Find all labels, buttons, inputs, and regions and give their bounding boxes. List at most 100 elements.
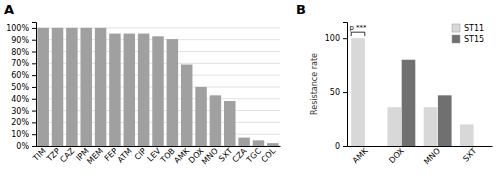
tick: CZA (231, 146, 249, 164)
bar (387, 107, 401, 146)
tick: 100 (325, 34, 347, 43)
tick-label: 20% (11, 118, 29, 127)
grid (36, 28, 280, 146)
title: A (4, 2, 14, 17)
tick-label: 50 (330, 88, 340, 97)
legend: ST11 ST15 (452, 24, 484, 44)
bar (181, 65, 192, 146)
tick: 70% (11, 59, 36, 68)
tick: 50 (330, 88, 347, 97)
x-axis: TIMTZPCAZIPMMEMFEPATMCIPLEVTOBAMKDOXMNOS… (31, 146, 281, 166)
tick-label: DOX (387, 146, 406, 165)
tick-label: 0 (335, 142, 340, 151)
bar (460, 124, 474, 146)
tick-mark (343, 38, 347, 39)
tick-label: CZA (231, 146, 249, 164)
tick-mark (32, 75, 36, 76)
tick: 10% (11, 130, 36, 139)
axis-line (32, 23, 37, 147)
tick: CIP (133, 146, 149, 162)
axis-line (343, 23, 348, 147)
tick-label: 30% (11, 107, 29, 116)
tick-label: AMK (351, 146, 370, 165)
annotation: p *** (349, 24, 367, 32)
legend-swatch (452, 24, 460, 32)
series (402, 60, 452, 146)
tick-mark (32, 87, 36, 88)
tick: 0 (335, 142, 347, 151)
tick-label: 100 (325, 34, 340, 43)
tick-label: CAZ (58, 146, 76, 164)
bar (365, 146, 379, 147)
tick: ATM (116, 146, 134, 164)
tick: TIM (31, 146, 48, 163)
bar (210, 95, 221, 146)
y-axis: 0%10%20%30%40%50%60%70%80%90%100% (6, 23, 36, 152)
tick-label: TIM (31, 146, 48, 163)
tick-mark (32, 134, 36, 135)
bar (138, 34, 149, 146)
tick: 90% (11, 36, 36, 45)
tick-mark (343, 92, 347, 93)
tick-label: 70% (11, 59, 29, 68)
legend-label: ST15 (464, 35, 484, 44)
tick: 100% (6, 24, 36, 33)
tick-mark (32, 52, 36, 53)
tick: TZP (44, 146, 62, 164)
tick-mark (32, 28, 36, 29)
tick: DOX (387, 146, 406, 165)
y-axis: 0 50 100 (325, 23, 348, 152)
tick-mark (32, 99, 36, 100)
bar (52, 28, 63, 146)
tick: 40% (11, 95, 36, 104)
tick: SXT (217, 146, 234, 163)
tick-label: SXT (217, 146, 234, 163)
tick: 30% (11, 107, 36, 116)
tick: AMK (351, 146, 370, 165)
tick-mark (343, 146, 347, 147)
tick-label: CIP (133, 146, 149, 162)
tick: 0% (16, 142, 36, 151)
series (351, 38, 473, 146)
bar (95, 28, 106, 146)
y-axis-title: Resistance rate (310, 53, 319, 115)
bar (167, 39, 178, 146)
tick-mark (32, 63, 36, 64)
tick-label: MNO (422, 146, 442, 166)
tick-mark (32, 111, 36, 112)
tick-label: 60% (11, 71, 29, 80)
bar (238, 138, 249, 146)
bar (224, 101, 235, 146)
tick-label: COL (259, 146, 277, 164)
bar (424, 107, 438, 146)
bar (37, 28, 48, 146)
tick-label: 100% (6, 24, 29, 33)
legend-item: ST11 (452, 24, 484, 33)
tick-label: 0% (16, 142, 29, 151)
legend-swatch (452, 35, 460, 43)
axis-line (37, 146, 281, 147)
title: B (296, 2, 306, 17)
tick-mark (32, 146, 36, 147)
bar (438, 95, 452, 146)
bar (351, 38, 365, 146)
panel: 0%10%20%30%40%50%60%70%80%90%100%TIMTZPC… (4, 2, 281, 166)
panel: 050100AMKDOXMNOSXTBResistance ratep ***S… (296, 2, 493, 166)
bar (152, 36, 163, 146)
significance-bracket (351, 32, 365, 36)
bar (66, 28, 77, 146)
bars (351, 38, 473, 146)
legend-item: ST15 (452, 35, 484, 44)
tick-label: 10% (11, 130, 29, 139)
tick-mark (32, 40, 36, 41)
tick-mark (32, 122, 36, 123)
bars (37, 28, 278, 146)
tick-label: 40% (11, 95, 29, 104)
bar (80, 28, 91, 146)
bar (195, 87, 206, 146)
tick-label: 90% (11, 36, 29, 45)
tick: CAZ (58, 146, 76, 164)
tick-label: 80% (11, 48, 29, 57)
legend-label: ST11 (464, 24, 484, 33)
tick: 20% (11, 118, 36, 127)
